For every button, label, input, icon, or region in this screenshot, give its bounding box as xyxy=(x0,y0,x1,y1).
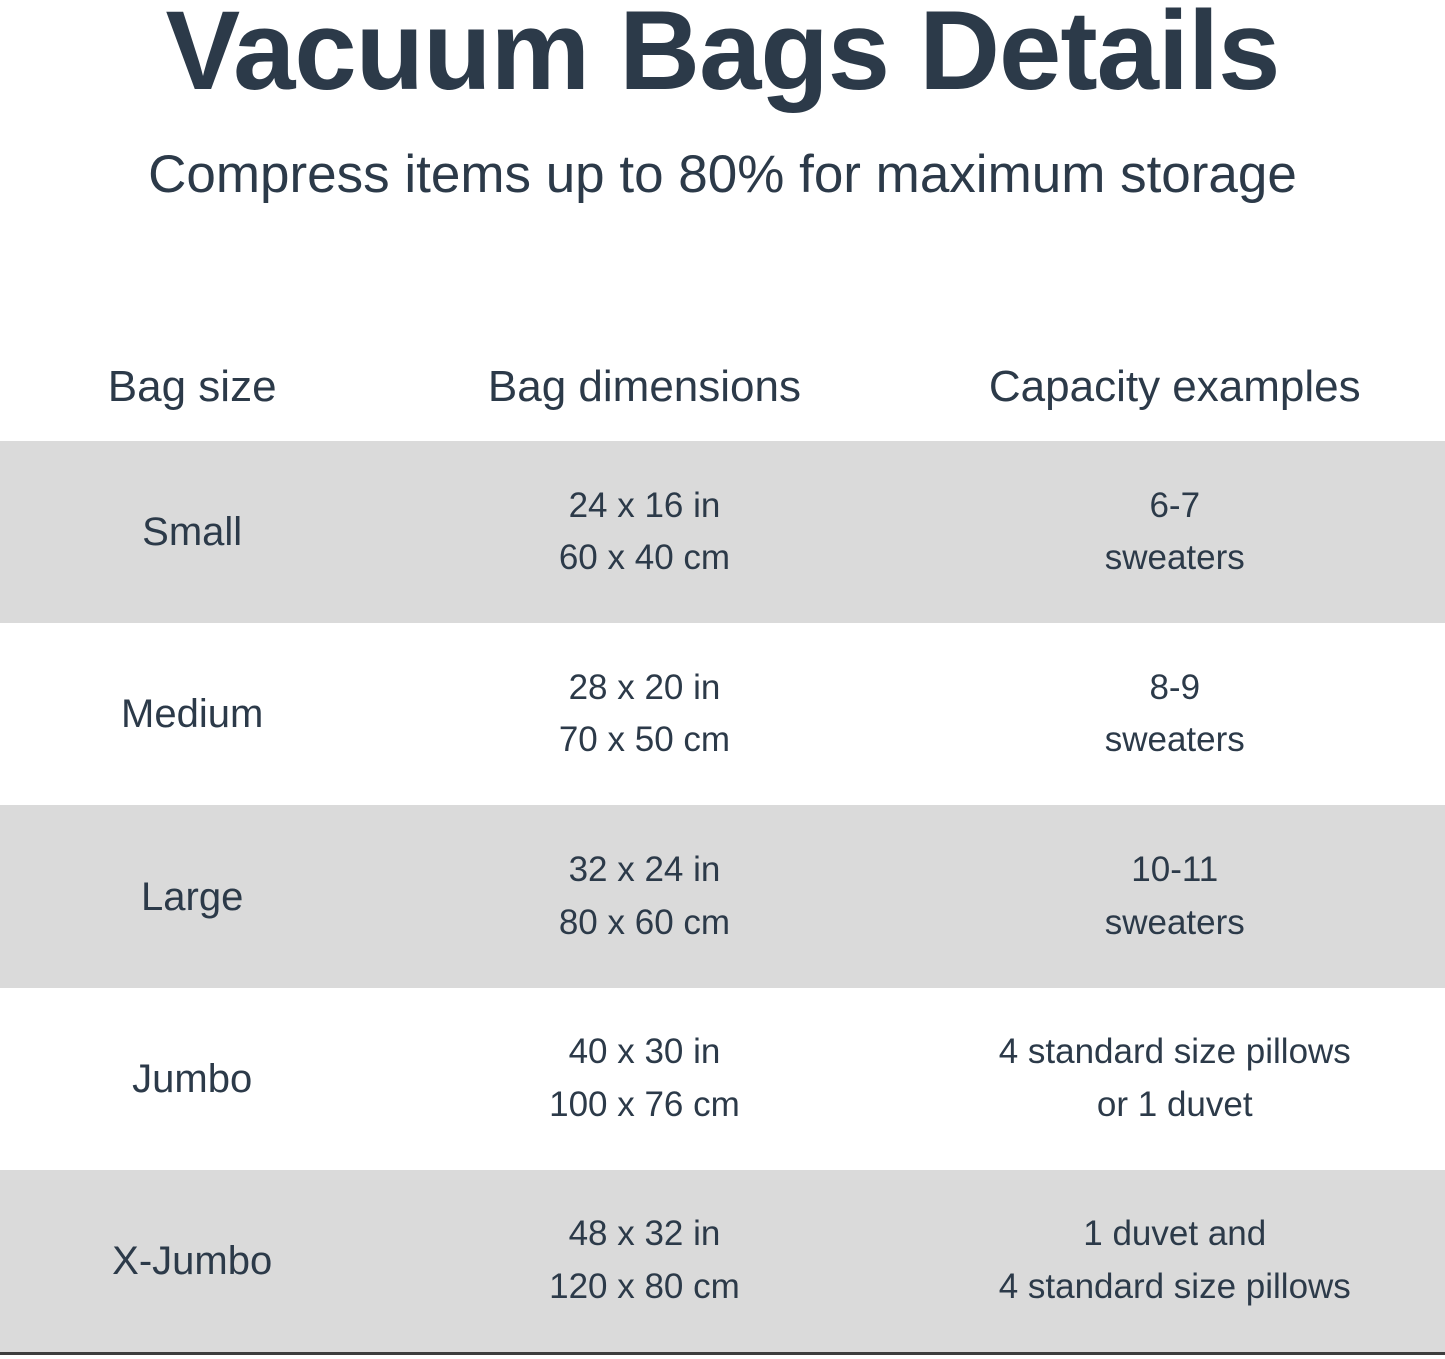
table-row-small: Small 24 x 16 in 60 x 40 cm 6-7 sweaters xyxy=(0,441,1445,624)
bag-size-cell: Large xyxy=(141,874,244,919)
bag-dimensions-cell: 48 x 32 in 120 x 80 cm xyxy=(384,1170,904,1352)
table-row-medium: Medium 28 x 20 in 70 x 50 cm 8-9 sweater… xyxy=(0,623,1445,805)
capacity-line-1: 4 standard size pillows xyxy=(998,1032,1351,1072)
capacity-line-2: or 1 duvet xyxy=(1096,1084,1253,1124)
dimensions-inches-line: 24 x 16 in xyxy=(568,485,721,525)
capacity-cell: 8-9 sweaters xyxy=(905,623,1445,805)
capacity-cell: 6-7 sweaters xyxy=(905,441,1445,623)
dimensions-cm-line: 70 x 50 cm xyxy=(558,720,731,760)
bag-size-cell: Medium xyxy=(121,692,264,737)
capacity-line-1: 8-9 xyxy=(1149,667,1201,707)
bag-size-cell: Small xyxy=(142,510,243,555)
table-row-large: Large 32 x 24 in 80 x 60 cm 10-11 sweate… xyxy=(0,805,1445,988)
table-row-jumbo: Jumbo 40 x 30 in 100 x 76 cm 4 standard … xyxy=(0,988,1445,1170)
size-table-body: Small 24 x 16 in 60 x 40 cm 6-7 sweaters… xyxy=(0,441,1445,1353)
dimensions-inches-line: 40 x 30 in xyxy=(568,1032,721,1072)
table-header-row: Bag size Bag dimensions Capacity example… xyxy=(0,362,1445,413)
capacity-cell: 10-11 sweaters xyxy=(905,805,1445,987)
bottom-divider xyxy=(0,1352,1445,1355)
bag-dimensions-cell: 32 x 24 in 80 x 60 cm xyxy=(384,805,904,987)
dimensions-cm-line: 120 x 80 cm xyxy=(549,1266,740,1306)
bag-dimensions-cell: 40 x 30 in 100 x 76 cm xyxy=(384,988,904,1170)
bag-dimensions-cell: 28 x 20 in 70 x 50 cm xyxy=(384,623,904,805)
capacity-line-2: sweaters xyxy=(1104,720,1245,760)
capacity-cell: 4 standard size pillows or 1 duvet xyxy=(905,988,1445,1170)
column-header-bag-dimensions: Bag dimensions xyxy=(487,362,801,411)
capacity-line-2: 4 standard size pillows xyxy=(998,1266,1351,1306)
capacity-line-2: sweaters xyxy=(1104,902,1245,942)
capacity-line-1: 10-11 xyxy=(1131,850,1219,889)
page-title: Vacuum Bags Details xyxy=(165,0,1281,113)
capacity-line-1: 6-7 xyxy=(1149,485,1201,525)
dimensions-inches-line: 28 x 20 in xyxy=(568,667,721,707)
column-header-bag-size: Bag size xyxy=(107,362,277,411)
capacity-line-2: sweaters xyxy=(1104,538,1245,578)
page-subtitle: Compress items up to 80% for maximum sto… xyxy=(148,145,1297,204)
dimensions-inches-line: 32 x 24 in xyxy=(568,850,721,889)
dimensions-inches-line: 48 x 32 in xyxy=(568,1214,721,1254)
table-row-x-jumbo: X-Jumbo 48 x 32 in 120 x 80 cm 1 duvet a… xyxy=(0,1169,1445,1353)
column-header-capacity-examples: Capacity examples xyxy=(988,362,1361,411)
dimensions-cm-line: 100 x 76 cm xyxy=(549,1084,740,1124)
dimensions-cm-line: 80 x 60 cm xyxy=(558,902,731,942)
dimensions-cm-line: 60 x 40 cm xyxy=(558,538,731,578)
capacity-line-1: 1 duvet and xyxy=(1083,1214,1267,1254)
bag-dimensions-cell: 24 x 16 in 60 x 40 cm xyxy=(384,441,904,623)
capacity-cell: 1 duvet and 4 standard size pillows xyxy=(905,1170,1445,1352)
bag-size-cell: Jumbo xyxy=(132,1056,253,1101)
bag-size-cell: X-Jumbo xyxy=(112,1238,273,1283)
